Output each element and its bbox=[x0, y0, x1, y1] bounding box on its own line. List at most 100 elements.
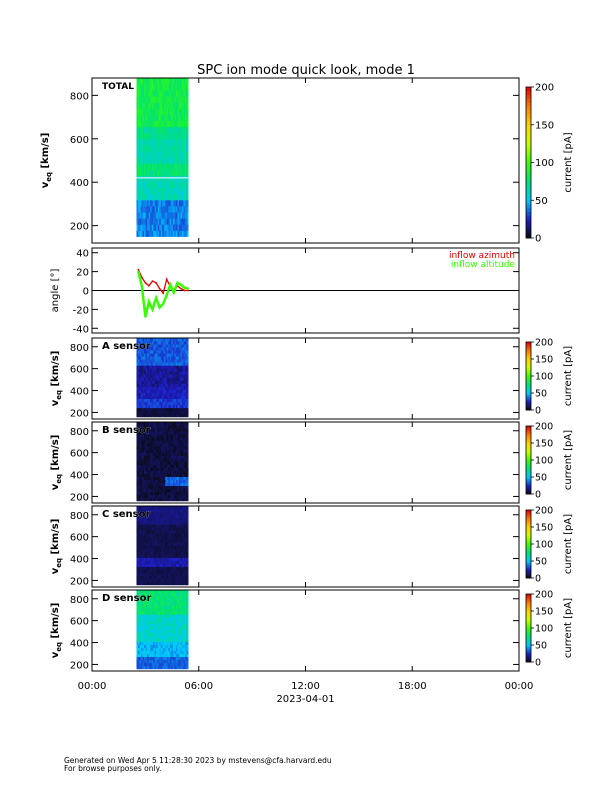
spectrogram-cell bbox=[165, 452, 168, 456]
spectrogram-cell bbox=[154, 398, 157, 403]
spectrogram-cell bbox=[180, 473, 183, 477]
spectrogram-cell bbox=[147, 593, 150, 597]
spectrogram-cell bbox=[150, 181, 153, 189]
spectrogram-cell bbox=[144, 485, 146, 490]
spectrogram-cell bbox=[141, 518, 143, 522]
spectrogram-cell bbox=[136, 524, 139, 528]
spectrogram-cell bbox=[148, 338, 151, 342]
spectrogram-cell bbox=[172, 338, 175, 342]
spectrogram-cell bbox=[183, 371, 186, 375]
spectrogram-cell bbox=[139, 368, 142, 372]
spectrogram-cell bbox=[145, 575, 148, 580]
spectrogram-cell bbox=[183, 356, 186, 360]
spectrogram-cell bbox=[159, 578, 162, 583]
spectrogram-cell bbox=[165, 392, 168, 396]
spectrogram-cell bbox=[182, 102, 184, 109]
spectrogram-cell bbox=[168, 665, 171, 670]
spectrogram-cell bbox=[162, 410, 165, 415]
spectrogram-cell bbox=[144, 431, 146, 435]
colorbar-segment bbox=[526, 552, 531, 555]
spectrogram-cell bbox=[154, 467, 157, 471]
spectrogram-cell bbox=[154, 548, 157, 552]
spectrogram-cell bbox=[172, 401, 175, 406]
spectrogram-cell bbox=[168, 650, 171, 655]
spectrogram-cell bbox=[185, 644, 187, 648]
spectrogram-cell bbox=[154, 126, 157, 134]
spectrogram-cell bbox=[145, 437, 148, 441]
spectrogram-cell bbox=[168, 452, 171, 456]
spectrogram-cell bbox=[174, 605, 177, 609]
spectrogram-cell bbox=[139, 108, 142, 115]
spectrogram-cell bbox=[163, 599, 166, 603]
spectrogram-cell bbox=[177, 479, 180, 484]
spectrogram-cell bbox=[180, 605, 183, 609]
spectrogram-cell bbox=[165, 96, 168, 103]
colorbar-segment bbox=[526, 352, 531, 355]
spectrogram-cell bbox=[163, 611, 166, 615]
spectrogram-cell bbox=[174, 368, 177, 372]
spectrogram-cell bbox=[182, 464, 184, 468]
spectrogram-cell bbox=[136, 662, 139, 667]
spectrogram-cell bbox=[153, 527, 156, 531]
spectrogram-cell bbox=[178, 479, 181, 484]
spectrogram-cell bbox=[185, 653, 187, 658]
spectrogram-cell bbox=[159, 521, 162, 525]
spectrogram-cell bbox=[153, 199, 156, 207]
spectrogram-cell bbox=[157, 605, 160, 609]
spectrogram-cell bbox=[175, 212, 178, 219]
spectrogram-cell bbox=[144, 602, 146, 606]
spectrogram-cell bbox=[172, 479, 175, 484]
spectrogram-cell bbox=[177, 551, 180, 555]
spectrogram-cell bbox=[166, 356, 169, 360]
spectrogram-cell bbox=[171, 488, 174, 493]
spectrogram-cell bbox=[162, 347, 165, 351]
spectrogram-cell bbox=[160, 395, 163, 400]
spectrogram-cell bbox=[186, 108, 189, 115]
spectrogram-cell bbox=[162, 590, 165, 594]
spectrogram-cell bbox=[178, 422, 181, 426]
spectrogram-cell bbox=[166, 431, 169, 435]
spectrogram-cell bbox=[172, 218, 175, 225]
spectrogram-cell bbox=[147, 96, 150, 103]
spectrogram-cell bbox=[147, 114, 150, 122]
spectrogram-cell bbox=[157, 623, 160, 627]
spectrogram-cell bbox=[186, 175, 189, 183]
spectrogram-cell bbox=[182, 90, 184, 97]
spectrogram-cell bbox=[153, 650, 156, 655]
spectrogram-cell bbox=[169, 470, 172, 474]
spectrogram-cell bbox=[153, 163, 156, 170]
series-point-inflow-altitude bbox=[162, 302, 165, 305]
spectrogram-cell bbox=[172, 410, 175, 415]
spectrogram-cell bbox=[178, 470, 181, 474]
spectrogram-cell bbox=[151, 644, 154, 648]
spectrogram-cell bbox=[153, 557, 156, 561]
spectrogram-cell bbox=[168, 449, 171, 453]
spectrogram-cell bbox=[157, 647, 160, 652]
spectrogram-cell bbox=[136, 425, 139, 429]
spectrogram-cell bbox=[171, 102, 174, 109]
spectrogram-cell bbox=[138, 539, 140, 543]
spectrogram-cell bbox=[163, 506, 166, 510]
spectrogram-cell bbox=[141, 626, 143, 630]
spectrogram-cell bbox=[163, 629, 166, 633]
spectrogram-cell bbox=[147, 102, 150, 109]
spectrogram-cell bbox=[144, 356, 146, 360]
spectrogram-cell bbox=[163, 102, 166, 109]
spectrogram-cell bbox=[183, 554, 186, 558]
spectrogram-cell bbox=[168, 386, 171, 390]
series-point-inflow-altitude bbox=[187, 287, 190, 290]
spectrogram-cell bbox=[168, 626, 171, 630]
spectrogram-cell bbox=[153, 512, 156, 516]
spectrogram-cell bbox=[171, 151, 174, 158]
spectrogram-cell bbox=[168, 542, 171, 546]
spectrogram-cell bbox=[153, 224, 156, 231]
spectrogram-cell bbox=[141, 563, 143, 568]
spectrogram-cell bbox=[182, 157, 184, 164]
spectrogram-cell bbox=[160, 518, 163, 522]
spectrogram-cell bbox=[175, 422, 178, 426]
spectrogram-cell bbox=[141, 602, 143, 606]
spectrogram-cell bbox=[150, 548, 153, 552]
spectrogram-cell bbox=[174, 407, 177, 412]
spectrogram-cell bbox=[163, 476, 166, 480]
